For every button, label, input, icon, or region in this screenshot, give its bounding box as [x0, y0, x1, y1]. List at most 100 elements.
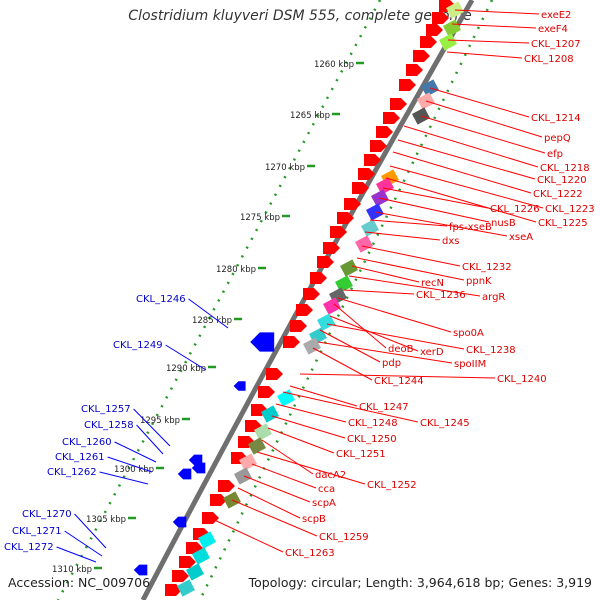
gene-label-forward: CKL_1207 — [531, 39, 581, 50]
cds-forward-arrow — [323, 242, 340, 254]
label-leader-line — [378, 197, 490, 223]
feature-block — [376, 177, 394, 195]
label-leader-line — [275, 403, 347, 423]
label-leader-line — [397, 139, 536, 180]
cds-forward-arrow — [296, 304, 313, 316]
label-leader-line — [385, 177, 537, 223]
cds-forward-arrow — [406, 64, 423, 76]
gene-label-forward: recN — [421, 278, 444, 289]
feature-block — [177, 579, 195, 597]
tick-label: 1305 kbp — [86, 515, 126, 525]
cds-forward-arrow — [420, 36, 437, 48]
cds-forward-arrow — [310, 272, 327, 284]
feature-block — [198, 531, 216, 549]
gene-label-forward: exeE2 — [541, 10, 571, 21]
cds-forward-arrow — [258, 386, 275, 398]
feature-block — [317, 313, 335, 331]
label-leader-line — [99, 471, 149, 485]
label-leader-line — [231, 499, 318, 537]
gene-label-forward: CKL_1252 — [367, 480, 417, 491]
tick-label: 1285 kbp — [192, 316, 232, 326]
label-leader-line — [420, 115, 546, 154]
label-leader-line — [382, 187, 489, 209]
label-leader-line — [369, 219, 448, 227]
gene-label-forward: scpA — [312, 498, 336, 509]
gene-label-forward: cca — [318, 484, 335, 495]
cds-forward-arrow — [370, 140, 387, 152]
cds-forward-arrow — [376, 126, 393, 138]
cds-forward-arrow — [364, 154, 381, 166]
label-leader-line — [351, 265, 420, 283]
feature-block — [355, 235, 373, 253]
label-leader-line — [133, 408, 171, 447]
gene-label-reverse: CKL_1260 — [62, 437, 112, 448]
label-leader-line — [261, 439, 314, 475]
gene-label-forward: pepQ — [544, 133, 571, 144]
cds-reverse-arrow — [177, 468, 192, 480]
accession-text: Accession: NC_009706 — [8, 575, 151, 590]
gene-label-forward: dacA2 — [315, 470, 346, 481]
gene-label-forward: CKL_1236 — [416, 290, 466, 301]
gene-label-reverse: CKL_1257 — [81, 404, 131, 415]
cds-forward-arrow — [344, 198, 361, 210]
label-leader-line — [243, 475, 311, 503]
label-leader-line — [333, 303, 387, 349]
gene-label-forward: deoB — [388, 344, 414, 355]
label-leader-line — [343, 289, 415, 295]
gene-label-reverse: CKL_1261 — [55, 452, 105, 463]
gene-label-forward: CKL_1240 — [497, 374, 547, 385]
cds-forward-arrow — [413, 50, 430, 62]
gene-label-reverse: CKL_1249 — [113, 340, 163, 351]
cds-forward-arrow — [283, 336, 300, 348]
label-leader-line — [282, 391, 419, 423]
label-leader-line — [271, 415, 346, 439]
label-layer: exeE2 exeF4 CKL_1207 CKL_1208 CKL_1214 pepQ ef… — [4, 9, 595, 563]
label-leader-line — [374, 211, 508, 237]
label-leader-line — [165, 344, 207, 371]
gene-label-reverse: CKL_1262 — [47, 467, 97, 478]
feature-block — [439, 33, 457, 51]
cds-forward-arrow — [218, 480, 235, 492]
cds-forward-arrow — [210, 494, 227, 506]
gene-label-reverse: CKL_1246 — [136, 294, 186, 305]
gene-label-forward: CKL_1226 — [490, 204, 540, 215]
tick-label: 1295 kbp — [140, 416, 180, 426]
label-leader-line — [56, 546, 97, 563]
label-leader-line — [326, 323, 465, 350]
gene-label-forward: exeF4 — [538, 24, 568, 35]
tick-label: 1310 kbp — [52, 565, 92, 575]
gene-label-reverse: CKL_1271 — [12, 526, 62, 537]
label-leader-line — [114, 441, 157, 463]
label-leader-line — [289, 385, 358, 407]
gene-label-forward: scpB — [302, 514, 326, 525]
gene-label-forward: efp — [547, 149, 563, 160]
label-leader-line — [319, 329, 381, 363]
label-leader-line — [209, 517, 284, 553]
gene-label-forward: pdp — [382, 358, 401, 369]
label-leader-line — [389, 165, 544, 209]
cds-forward-arrow — [290, 320, 307, 332]
feature-block — [234, 467, 252, 485]
gene-label-reverse: CKL_1258 — [84, 420, 134, 431]
tick-layer: 1260 kbp 1265 kbp 1270 kbp 1275 kbp 1280 kbp… — [52, 0, 494, 600]
feature-block — [361, 219, 379, 237]
cds-forward-arrow — [337, 212, 354, 224]
cds-forward-arrow — [303, 288, 320, 300]
map-title: Clostridium kluyveri DSM 555, complete g… — [128, 8, 472, 24]
cds-forward-arrow — [426, 24, 443, 36]
cds-forward-arrow — [266, 368, 283, 380]
cds-forward-arrow — [383, 112, 400, 124]
tick-label: 1300 kbp — [114, 465, 154, 475]
feature-block — [248, 437, 266, 455]
cds-forward-arrow — [399, 79, 416, 91]
gene-label-forward: CKL_1208 — [524, 54, 574, 65]
gene-label-forward: CKL_1248 — [348, 418, 398, 429]
feature-block — [323, 297, 341, 315]
tick-label: 1280 kbp — [216, 265, 256, 275]
label-leader-line — [317, 341, 453, 364]
tick-label: 1290 kbp — [166, 364, 206, 374]
tick-guide-line — [198, 0, 494, 600]
cds-forward-arrow — [352, 182, 369, 194]
feature-block — [192, 547, 210, 565]
